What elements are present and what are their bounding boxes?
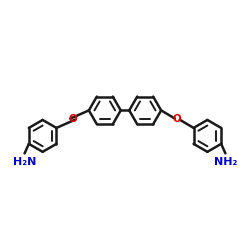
Text: O: O	[173, 114, 182, 124]
Text: NH₂: NH₂	[214, 157, 237, 167]
Text: H₂N: H₂N	[13, 157, 36, 167]
Text: O: O	[68, 114, 77, 124]
